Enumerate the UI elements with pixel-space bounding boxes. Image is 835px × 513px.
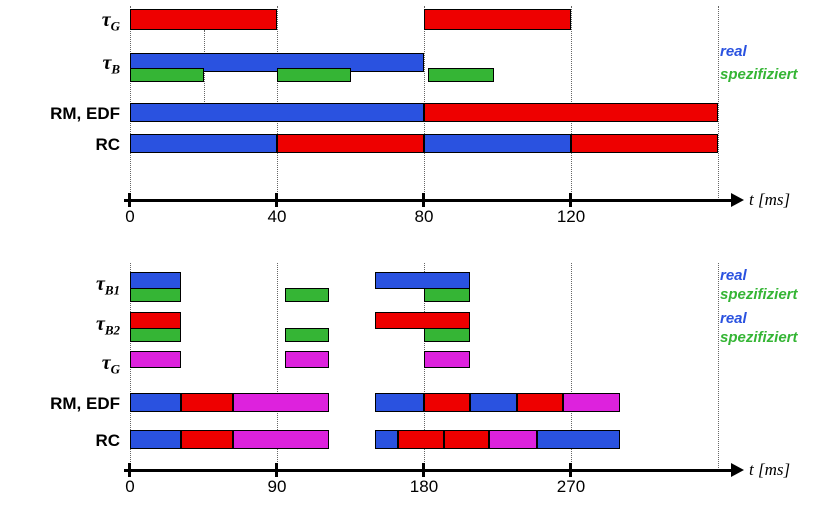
time-axis (124, 469, 731, 472)
rc-schedule-bar (571, 134, 718, 153)
rc-schedule-bar (277, 134, 424, 153)
tau_B2-spezifiziert-bar (285, 328, 330, 342)
axis-tick-label-0: 0 (125, 477, 135, 496)
rm-edf-schedule-bar (469, 393, 518, 412)
tau_B2-spezifiziert-bar (423, 328, 470, 342)
axis-tick-180 (421, 463, 425, 477)
rm-edf-schedule-bar (374, 393, 424, 412)
tau-subscript: G (110, 361, 120, 377)
axis-tick-0 (128, 193, 131, 207)
row-label-rm-edf: RM, EDF (50, 394, 120, 413)
axis-tick-label-0: 0 (125, 207, 135, 226)
axis-tick-label-120: 120 (556, 207, 586, 226)
rm-edf-schedule-bar (423, 393, 470, 412)
tau-symbol: τ (101, 9, 111, 31)
axis-tick-label-270: 270 (556, 477, 586, 496)
rc-schedule-bar (424, 134, 571, 153)
gridline-160ms (718, 6, 719, 200)
legend-real-0: real (720, 267, 747, 284)
tau_B1-spezifiziert-bar (130, 288, 181, 302)
row-label-rc: RC (95, 431, 120, 450)
rc-schedule-bar (397, 430, 444, 449)
rm-edf-schedule-bar (130, 393, 181, 412)
tau_B-spezifiziert-bar (427, 68, 494, 82)
tau_G-real-bar (285, 351, 330, 368)
rc-schedule-bar (232, 430, 330, 449)
tau_B2-real-bar (374, 312, 470, 329)
axis-tick-90 (274, 463, 278, 477)
axis-tick-label-40: 40 (267, 207, 287, 226)
tau_G-real-bar (424, 9, 571, 30)
rm-edf-schedule-bar (180, 393, 233, 412)
tau_B2-real-bar (130, 312, 181, 329)
row-label-tau_G: τG (0, 10, 120, 34)
tau_B1-spezifiziert-bar (423, 288, 470, 302)
tau-symbol: τ (101, 352, 111, 374)
legend-spezifiziert-3: spezifiziert (720, 329, 798, 346)
axis-tick-120 (569, 193, 572, 207)
tau_G-real-bar (130, 351, 181, 368)
rc-schedule-bar (374, 430, 398, 449)
axis-tick-label-90: 90 (267, 477, 287, 496)
tau-symbol: τ (102, 52, 112, 74)
tau-subscript: B2 (104, 322, 120, 338)
tau_B-spezifiziert-bar (277, 68, 351, 82)
row-label-tau_B1: τB1 (0, 274, 120, 298)
tau-subscript: B (111, 61, 120, 77)
legend-spezifiziert-1: spezifiziert (720, 66, 798, 83)
gridline-90ms (276, 263, 278, 470)
rm-edf-schedule-bar (517, 393, 563, 412)
row-label-tau_G: τG (0, 353, 120, 377)
axis-tick-label-180: 180 (409, 477, 439, 496)
tau_G-real-bar (130, 9, 277, 30)
gridline-270ms (570, 263, 572, 470)
row-label-rc: RC (95, 135, 120, 154)
rc-schedule-bar (536, 430, 620, 449)
rc-schedule-bar (130, 430, 181, 449)
tau_B-spezifiziert-bar (130, 68, 204, 82)
time-axis-arrowhead (731, 463, 744, 477)
gridline-360ms (717, 263, 719, 470)
tau_G-real-bar (423, 351, 470, 368)
legend-spezifiziert-1: spezifiziert (720, 286, 798, 303)
rm-edf-schedule-bar (562, 393, 620, 412)
rc-schedule-bar (443, 430, 490, 449)
legend-real-0: real (720, 43, 747, 60)
time-axis-arrowhead (731, 193, 744, 207)
tau_B1-spezifiziert-bar (285, 288, 330, 302)
tau-subscript: G (110, 18, 120, 34)
rc-schedule-bar (180, 430, 233, 449)
axis-tick-80 (422, 193, 425, 207)
rc-schedule-bar (130, 134, 277, 153)
axis-tick-label-80: 80 (414, 207, 434, 226)
rm-edf-schedule-bar (130, 103, 424, 122)
rc-schedule-bar (489, 430, 537, 449)
time-axis (124, 199, 731, 202)
axis-tick-0 (128, 463, 131, 477)
tau-symbol: τ (95, 273, 105, 295)
tau_B2-spezifiziert-bar (130, 328, 181, 342)
row-label-tau_B2: τB2 (0, 314, 120, 338)
tau_B1-real-bar (374, 272, 470, 289)
time-axis-label: t [ms] (749, 190, 791, 209)
row-label-rm-edf: RM, EDF (50, 104, 120, 123)
tau_B1-real-bar (130, 272, 181, 289)
rm-edf-schedule-bar (232, 393, 330, 412)
tau-subscript: B1 (104, 282, 120, 298)
legend-real-2: real (720, 310, 747, 327)
tau-symbol: τ (95, 313, 105, 335)
time-axis-label: t [ms] (749, 460, 791, 479)
rm-edf-schedule-bar (424, 103, 718, 122)
row-label-tau_B: τB (0, 53, 120, 77)
axis-tick-40 (275, 193, 278, 207)
axis-tick-270 (568, 463, 572, 477)
